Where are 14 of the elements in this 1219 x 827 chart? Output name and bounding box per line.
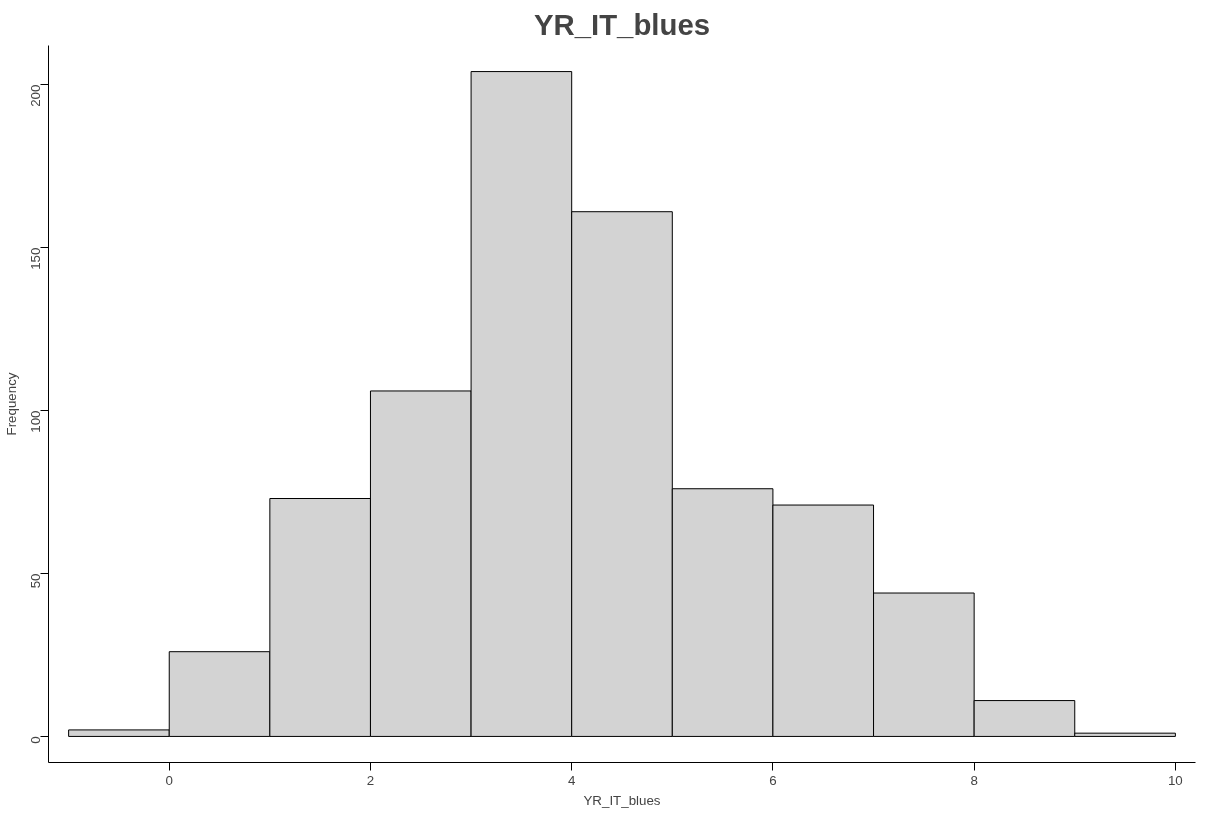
y-tick-label: 100: [28, 410, 43, 433]
y-axis-title: Frequency: [3, 372, 19, 436]
y-tick-label: 150: [28, 247, 43, 270]
x-tick-label: 0: [165, 772, 173, 788]
x-tick-label: 4: [567, 772, 576, 788]
x-tick-label: 8: [970, 772, 978, 788]
y-tick-label: 50: [28, 573, 43, 589]
chart-title: YR_IT_blues: [533, 7, 711, 41]
x-tick-label: 2: [366, 772, 375, 788]
x-axis-title: YR_IT_blues: [583, 792, 661, 808]
y-tick-label: 0: [28, 736, 43, 744]
x-tick-label: 10: [1167, 772, 1183, 788]
x-tick-label: 6: [769, 772, 777, 788]
y-tick-label: 200: [28, 84, 43, 107]
